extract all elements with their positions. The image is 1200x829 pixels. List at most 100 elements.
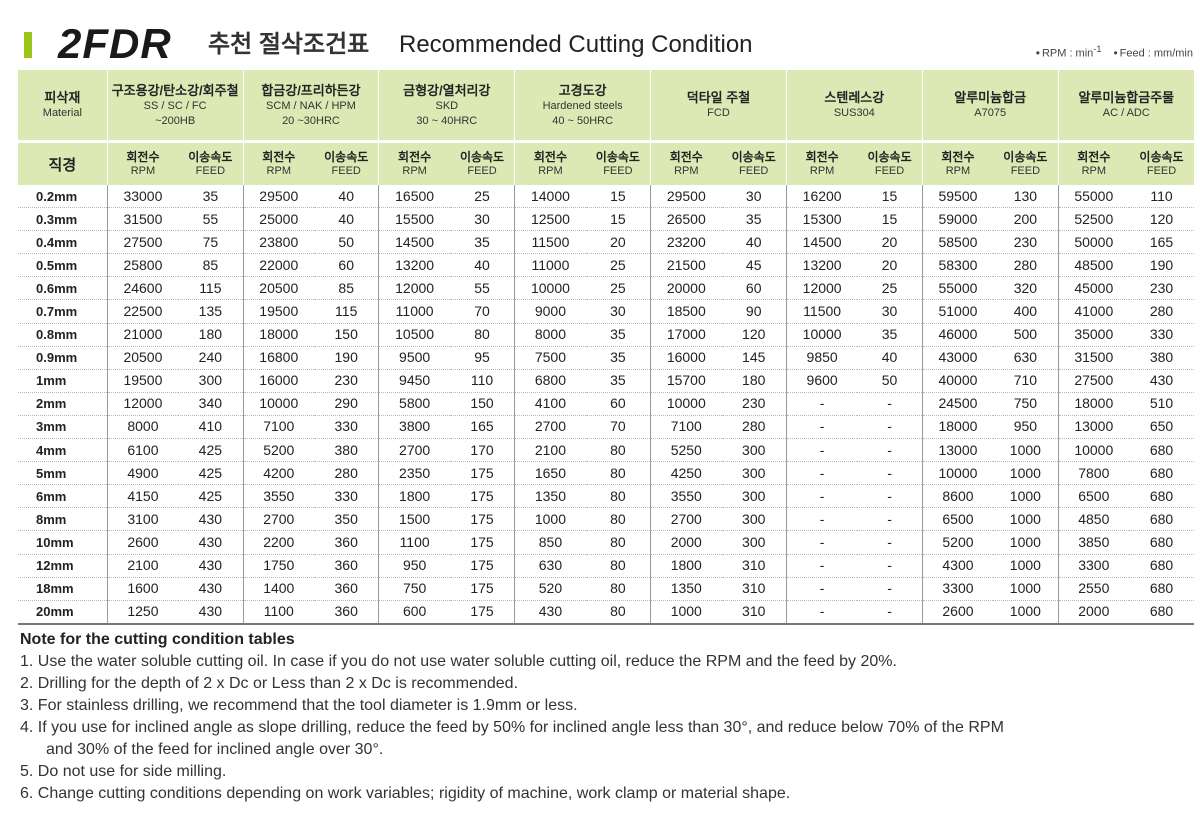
- rpm-cell: -: [785, 577, 858, 601]
- feed-cell: 380: [314, 438, 379, 463]
- note-item: 4. If you use for inclined angle as slop…: [20, 719, 1004, 736]
- rpm-cell: 6500: [921, 507, 994, 532]
- rpm-cell: -: [785, 392, 858, 416]
- feed-cell: 630: [993, 346, 1059, 370]
- diameter-cell: 4mm: [18, 438, 108, 463]
- rpm-cell: 10500: [378, 323, 450, 347]
- rpm-cell: 59000: [921, 207, 994, 232]
- feed-cell: 70: [585, 415, 651, 440]
- feed-cell: 175: [449, 577, 515, 601]
- material-hardness: 40 ~ 50HRC: [552, 114, 614, 127]
- feed-cell: 300: [721, 484, 787, 509]
- rpm-cell: 15500: [378, 207, 450, 232]
- table-row: 0.6mm 24600 115 20500 85 12000 55 10000 25 20000 6…: [18, 276, 1194, 301]
- feed-cell: 80: [585, 530, 651, 555]
- feed-cell: 300: [178, 369, 244, 393]
- rpm-cell: 10000: [242, 392, 314, 416]
- rpm-cell: 2000: [1057, 600, 1130, 625]
- table-row: 0.5mm 25800 85 22000 60 13200 40 11000 25 21500 45…: [18, 253, 1194, 278]
- feed-cell: 80: [585, 438, 651, 463]
- feed-cell: 680: [1129, 461, 1194, 486]
- rpm-cell: 5200: [921, 530, 994, 555]
- rpm-cell: 2600: [106, 530, 179, 555]
- rpm-cell: 13200: [378, 253, 450, 278]
- feed-cell: 1000: [993, 484, 1059, 509]
- rpm-cell: 11000: [378, 299, 450, 324]
- feed-column-header: 이송속도 FEED: [721, 140, 787, 185]
- rpm-header-ko: 회전수: [941, 150, 975, 164]
- rpm-cell: 46000: [921, 323, 994, 347]
- rpm-cell: 18000: [921, 415, 994, 440]
- feed-cell: 145: [721, 346, 787, 370]
- feed-header-en: FEED: [603, 165, 633, 177]
- rpm-cell: 1000: [650, 600, 722, 625]
- rpm-cell: 2700: [514, 415, 586, 440]
- rpm-cell: 59500: [921, 185, 994, 209]
- notes-title: Note for the cutting condition tables: [20, 631, 295, 648]
- accent-bar: [24, 32, 32, 58]
- feed-header-en: FEED: [874, 165, 905, 177]
- units-rpm: RPM : min: [1041, 47, 1094, 60]
- material-header: 고경도강 Hardened steels 40 ~ 50HRC: [514, 70, 651, 142]
- rpm-cell: 31500: [106, 207, 179, 232]
- table-row: 6mm 4150 425 3550 330 1800 175 1350 80 3550 300- -8…: [18, 484, 1194, 509]
- diameter-cell: 0.9mm: [18, 346, 108, 370]
- material-code: SCM / NAK / HPM: [266, 99, 356, 112]
- rpm-cell: 17000: [650, 323, 722, 347]
- feed-column-header: 이송속도 FEED: [585, 140, 651, 185]
- rpm-cell: 21500: [650, 253, 722, 278]
- feed-cell: 80: [585, 461, 651, 486]
- feed-cell: 30: [585, 299, 651, 324]
- feed-cell: 80: [585, 577, 651, 601]
- material-code: SS / SC / FC: [143, 99, 207, 112]
- rpm-cell: 18000: [1057, 392, 1130, 416]
- feed-cell: 425: [178, 438, 244, 463]
- rpm-cell: 2200: [242, 530, 314, 555]
- feed-cell: 1000: [993, 554, 1059, 578]
- units-rpm-sup: -1: [1093, 44, 1102, 54]
- feed-column-header: 이송속도 FEED: [314, 140, 379, 185]
- rpm-cell: 8000: [514, 323, 586, 347]
- rpm-cell: 3550: [650, 484, 722, 509]
- rpm-cell: 11000: [514, 253, 586, 278]
- feed-cell: 290: [314, 392, 379, 416]
- feed-cell: 330: [1129, 323, 1194, 347]
- feed-cell: 1000: [993, 577, 1059, 601]
- feed-cell: 115: [178, 276, 244, 301]
- feed-header-en: FEED: [331, 165, 361, 177]
- rpm-cell: 4100: [514, 392, 586, 416]
- feed-cell: 35: [721, 207, 787, 232]
- material-header: 스텐레스강 SUS304: [785, 70, 923, 142]
- rpm-cell: 22000: [242, 253, 314, 278]
- feed-header-ko: 이송속도: [867, 150, 912, 164]
- feed-cell: 60: [721, 276, 787, 301]
- feed-cell: 330: [314, 484, 379, 509]
- feed-cell: -: [857, 415, 923, 440]
- rpm-cell: 58500: [921, 230, 994, 255]
- material-name-ko: 고경도강: [558, 82, 607, 98]
- feed-cell: 35: [857, 323, 923, 347]
- material-name-ko: 스텐레스강: [824, 90, 885, 105]
- feed-cell: 135: [178, 299, 244, 324]
- notes-section: Note for the cutting condition tables 1.…: [20, 629, 1190, 805]
- material-header: 합금강/프리하든강 SCM / NAK / HPM 20 ~30HRC: [242, 70, 379, 142]
- note-item: 1. Use the water soluble cutting oil. In…: [20, 653, 897, 670]
- rpm-cell: 14000: [514, 185, 586, 209]
- feed-cell: 85: [178, 253, 244, 278]
- rpm-cell: 20500: [106, 346, 179, 370]
- feed-cell: 230: [721, 392, 787, 416]
- rpm-cell: 1350: [650, 577, 722, 601]
- table-row: 5mm 4900 425 4200 280 2350 175 1650 80 4250 300- -1…: [18, 461, 1194, 486]
- feed-cell: 280: [993, 253, 1059, 278]
- rpm-cell: 25000: [242, 207, 314, 232]
- feed-cell: 230: [1129, 276, 1194, 301]
- rpm-cell: 520: [514, 577, 586, 601]
- rpm-cell: 10000: [785, 323, 858, 347]
- rpm-column-header: 회전수 RPM: [921, 140, 994, 185]
- feed-cell: 35: [585, 369, 651, 393]
- material-header: 금형강/열처리강 SKD 30 ~ 40HRC: [378, 70, 515, 142]
- material-code: AC / ADC: [1102, 107, 1150, 119]
- rpm-cell: -: [785, 461, 858, 486]
- rpm-cell: 40000: [921, 369, 994, 393]
- feed-cell: 25: [449, 185, 515, 209]
